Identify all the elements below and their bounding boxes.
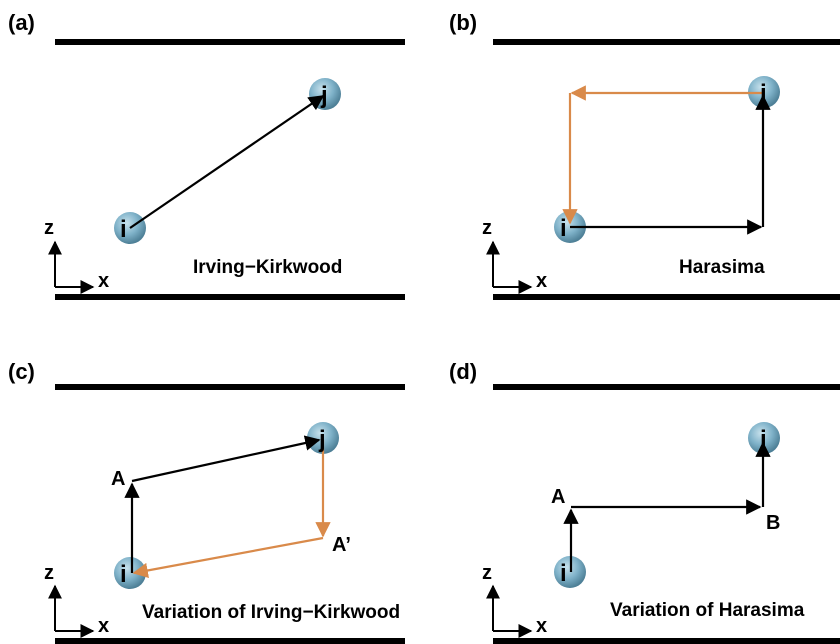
caption-a: Irving−Kirkwood — [193, 257, 342, 278]
point-b-label: B — [766, 512, 780, 534]
point-a-label: A — [111, 468, 125, 490]
atom-j-label: j — [759, 80, 767, 107]
atom-j-label: j — [318, 426, 326, 453]
z-axis-label: z — [482, 217, 492, 239]
atom-i-label: i — [560, 560, 567, 587]
axes-indicator: z x — [44, 217, 109, 294]
panel-d: (d) i j A B z x Variation of Harasima — [449, 359, 840, 644]
z-axis-label: z — [482, 562, 492, 584]
point-a-prime-label: A’ — [332, 534, 351, 556]
panel-a: (a) i j z x Irving−Kirkwood — [8, 10, 405, 300]
atom-j-label: j — [320, 82, 328, 109]
atom-i-label: i — [120, 561, 127, 588]
panel-c: (c) i j A A’ z x Variation of Irving−Kir… — [8, 359, 405, 644]
atom-i — [114, 557, 146, 589]
path-a-to-j — [131, 435, 321, 483]
x-axis-label: x — [536, 615, 547, 637]
axes-indicator: z x — [44, 562, 109, 638]
panel-label-c: (c) — [8, 359, 35, 384]
panel-label-d: (d) — [449, 359, 477, 384]
point-a-label: A — [551, 486, 565, 508]
panel-b: (b) i j z x Harasima — [449, 10, 840, 300]
caption-d: Variation of Harasima — [610, 600, 805, 621]
axes-indicator: z x — [482, 217, 547, 294]
caption-c: Variation of Irving−Kirkwood — [142, 602, 400, 623]
axes-indicator: z x — [482, 562, 547, 638]
x-axis-label: x — [98, 615, 109, 637]
atom-i-label: i — [560, 215, 567, 242]
x-axis-label: x — [98, 270, 109, 292]
x-axis-label: x — [536, 270, 547, 292]
z-axis-label: z — [44, 217, 54, 239]
atom-j-label: j — [759, 426, 767, 453]
path-i-to-j — [129, 95, 325, 229]
atom-i-label: i — [120, 216, 127, 243]
panel-label-a: (a) — [8, 10, 35, 35]
panel-label-b: (b) — [449, 10, 477, 35]
caption-b: Harasima — [679, 257, 765, 278]
return-path-a-prime-to-i — [132, 536, 324, 579]
z-axis-label: z — [44, 562, 54, 584]
